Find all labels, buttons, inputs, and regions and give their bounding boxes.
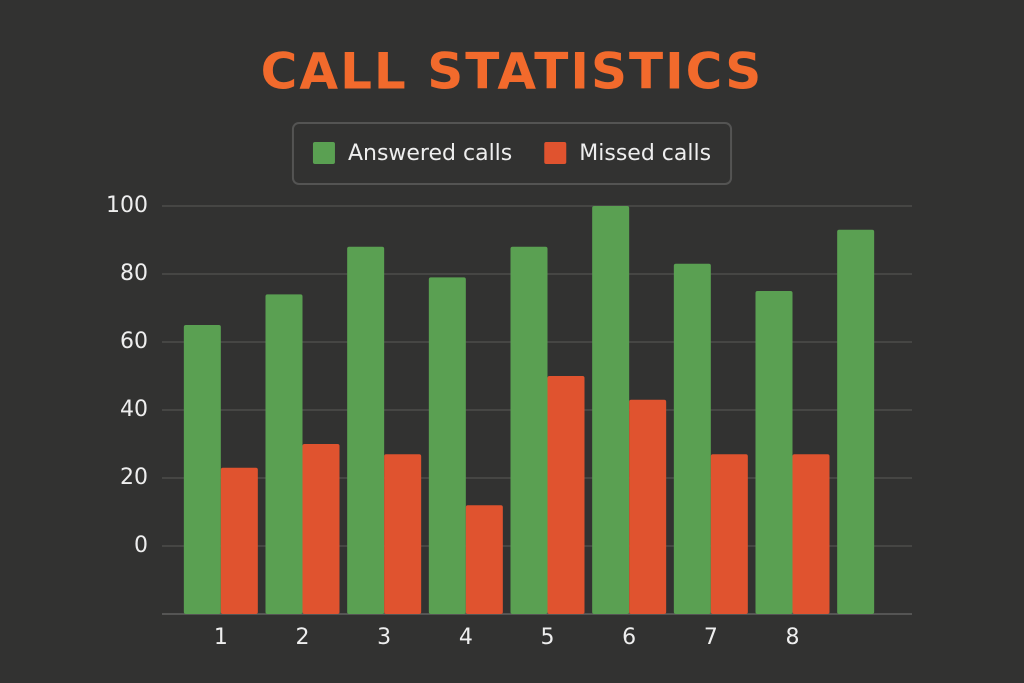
y-tick-label: 60 bbox=[120, 329, 148, 354]
x-tick-label: 3 bbox=[377, 625, 391, 650]
x-tick-label: 7 bbox=[704, 625, 718, 650]
y-tick-label: 20 bbox=[120, 465, 148, 490]
y-tick-label: 40 bbox=[120, 397, 148, 422]
legend-label: Missed calls bbox=[579, 141, 711, 166]
x-tick-label: 2 bbox=[296, 625, 310, 650]
bar bbox=[673, 263, 711, 614]
bar bbox=[592, 206, 630, 614]
bar bbox=[465, 505, 503, 614]
y-tick-label: 80 bbox=[120, 261, 148, 286]
bar bbox=[265, 294, 303, 614]
y-tick-label: 100 bbox=[106, 193, 148, 218]
bar bbox=[220, 467, 258, 614]
bar bbox=[510, 246, 548, 615]
legend-label: Answered calls bbox=[348, 141, 512, 166]
bar bbox=[302, 444, 340, 614]
bar bbox=[629, 399, 667, 614]
x-tick-label: 1 bbox=[214, 625, 228, 650]
bar bbox=[755, 291, 793, 614]
bar bbox=[710, 454, 748, 614]
bar bbox=[547, 376, 585, 614]
bar bbox=[347, 246, 385, 615]
legend-box bbox=[291, 122, 733, 185]
legend-swatch bbox=[312, 142, 335, 164]
x-tick-label: 5 bbox=[541, 625, 555, 650]
legend-swatch bbox=[544, 142, 567, 164]
bar bbox=[792, 454, 830, 614]
bar bbox=[183, 325, 221, 614]
bar bbox=[384, 454, 422, 614]
bar bbox=[837, 229, 875, 615]
x-tick-label: 8 bbox=[786, 625, 800, 650]
x-tick-label: 4 bbox=[459, 625, 473, 650]
chart-title: CALL STATISTICS bbox=[261, 43, 764, 101]
x-tick-label: 6 bbox=[622, 625, 636, 650]
bar bbox=[428, 277, 466, 614]
y-tick-label: 0 bbox=[134, 533, 148, 558]
